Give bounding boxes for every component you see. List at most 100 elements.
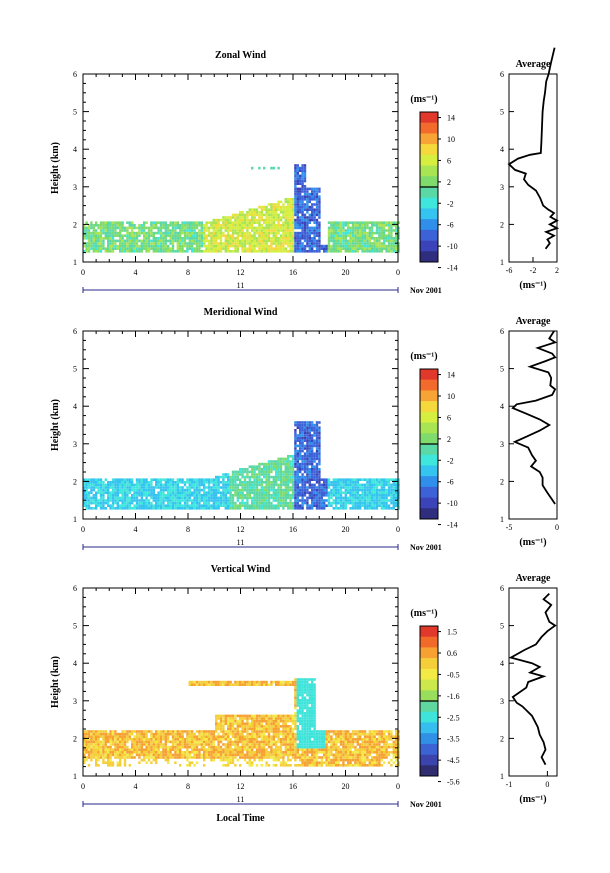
heatmap-cell [301, 494, 304, 497]
heatmap-cell [265, 494, 268, 497]
heatmap-cell [263, 473, 266, 476]
heatmap-cell [193, 231, 196, 235]
heatmap-cell [135, 234, 139, 237]
heatmap-cell [95, 478, 98, 481]
heatmap-cell [99, 234, 103, 237]
heatmap-cell [330, 237, 333, 240]
heatmap-cell [222, 756, 225, 759]
heatmap-cell [224, 216, 227, 219]
heatmap-cell [119, 507, 122, 510]
heatmap-cell [347, 499, 350, 502]
heatmap-cell [339, 481, 343, 484]
heatmap-cell [248, 211, 251, 214]
heatmap-cell [270, 244, 273, 248]
heatmap-cell [215, 224, 218, 227]
heatmap-cell [301, 174, 304, 178]
heatmap-cell [371, 244, 374, 248]
heatmap-cell [248, 208, 251, 211]
heatmap-cell [195, 756, 199, 759]
heatmap-cell [234, 494, 237, 497]
heatmap-cell [121, 494, 124, 497]
heatmap-cell [95, 758, 98, 762]
heatmap-cell [303, 205, 307, 209]
heatmap-cell [251, 166, 254, 170]
heatmap-cell [272, 218, 275, 222]
heatmap-cell [308, 216, 311, 219]
heatmap-cell [224, 483, 227, 487]
heatmap-cell [104, 732, 107, 736]
heatmap-cell [272, 213, 275, 217]
heatmap-cell [169, 753, 172, 757]
heatmap-cell [241, 735, 244, 738]
heatmap-cell [311, 475, 314, 479]
heatmap-cell [351, 250, 355, 253]
heatmap-cell [152, 756, 155, 759]
heatmap-cell [143, 499, 146, 502]
heatmap-cell [279, 473, 283, 476]
heatmap-cell [95, 231, 98, 235]
heatmap-cell [169, 483, 172, 487]
heatmap-cell [231, 244, 235, 248]
heatmap-cell [145, 743, 148, 746]
heatmap-cell [318, 501, 321, 505]
heatmap-cell [183, 501, 187, 505]
heatmap-cell [294, 208, 297, 211]
heatmap-cell [251, 730, 254, 733]
heatmap-cell [171, 753, 175, 757]
heatmap-cell [133, 751, 136, 754]
heatmap-cell [109, 507, 112, 510]
heatmap-cell [313, 468, 316, 471]
heatmap-cell [294, 187, 297, 191]
heatmap-cell [147, 488, 151, 492]
heatmap-cell [207, 680, 211, 684]
heatmap-cell [397, 234, 400, 237]
heatmap-cell [138, 231, 141, 235]
heatmap-cell [263, 491, 266, 494]
heatmap-cell [116, 764, 119, 767]
heatmap-cell [133, 491, 136, 494]
heatmap-cell [248, 224, 251, 227]
heatmap-cell [361, 234, 364, 237]
heatmap-cell [397, 478, 400, 481]
heatmap-cell [90, 730, 93, 733]
heatmap-cell [152, 221, 155, 224]
heatmap-cell [279, 483, 283, 487]
profile-line [511, 330, 558, 505]
heatmap-cell [109, 730, 112, 733]
heatmap-cell [99, 740, 103, 744]
heatmap-cell [152, 491, 155, 494]
heatmap-cell [85, 483, 88, 487]
heatmap-cell [171, 486, 175, 489]
heatmap-cell [294, 169, 297, 172]
heatmap-cell [121, 481, 124, 484]
heatmap-cell [85, 756, 88, 759]
heatmap-cell [104, 738, 107, 741]
heatmap-cell [284, 229, 287, 232]
heatmap-cell [272, 486, 275, 489]
heatmap-cell [85, 237, 88, 240]
heatmap-cell [311, 501, 314, 505]
heatmap-cell [200, 732, 203, 736]
heatmap-cell [303, 426, 307, 429]
heatmap-cell [368, 499, 371, 502]
heatmap-cell [191, 250, 194, 253]
heatmap-cell [222, 504, 225, 507]
heatmap-cell [179, 740, 182, 744]
heatmap-cell [318, 221, 321, 224]
heatmap-cell [234, 719, 237, 723]
heatmap-cell [114, 740, 117, 744]
heatmap-cell [212, 751, 215, 754]
heatmap-cell [301, 499, 304, 502]
heatmap-cell [279, 470, 283, 474]
heatmap-cell [241, 732, 244, 736]
heatmap-cell [131, 501, 134, 505]
heatmap-cell [227, 507, 230, 510]
heatmap-cell [253, 478, 256, 481]
heatmap-cell [128, 753, 131, 757]
heatmap-cell [198, 499, 201, 502]
heatmap-cell [131, 237, 134, 240]
heatmap-cell [179, 735, 182, 738]
heatmap-cell [303, 478, 307, 481]
heatmap-cell [311, 434, 314, 437]
heatmap-cell [311, 205, 314, 209]
